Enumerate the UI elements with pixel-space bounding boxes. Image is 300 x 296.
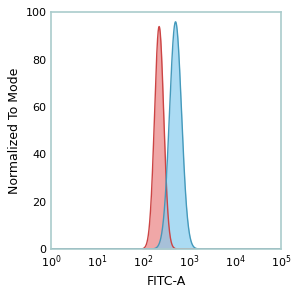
Y-axis label: Normalized To Mode: Normalized To Mode — [8, 67, 21, 194]
X-axis label: FITC-A: FITC-A — [147, 275, 186, 288]
